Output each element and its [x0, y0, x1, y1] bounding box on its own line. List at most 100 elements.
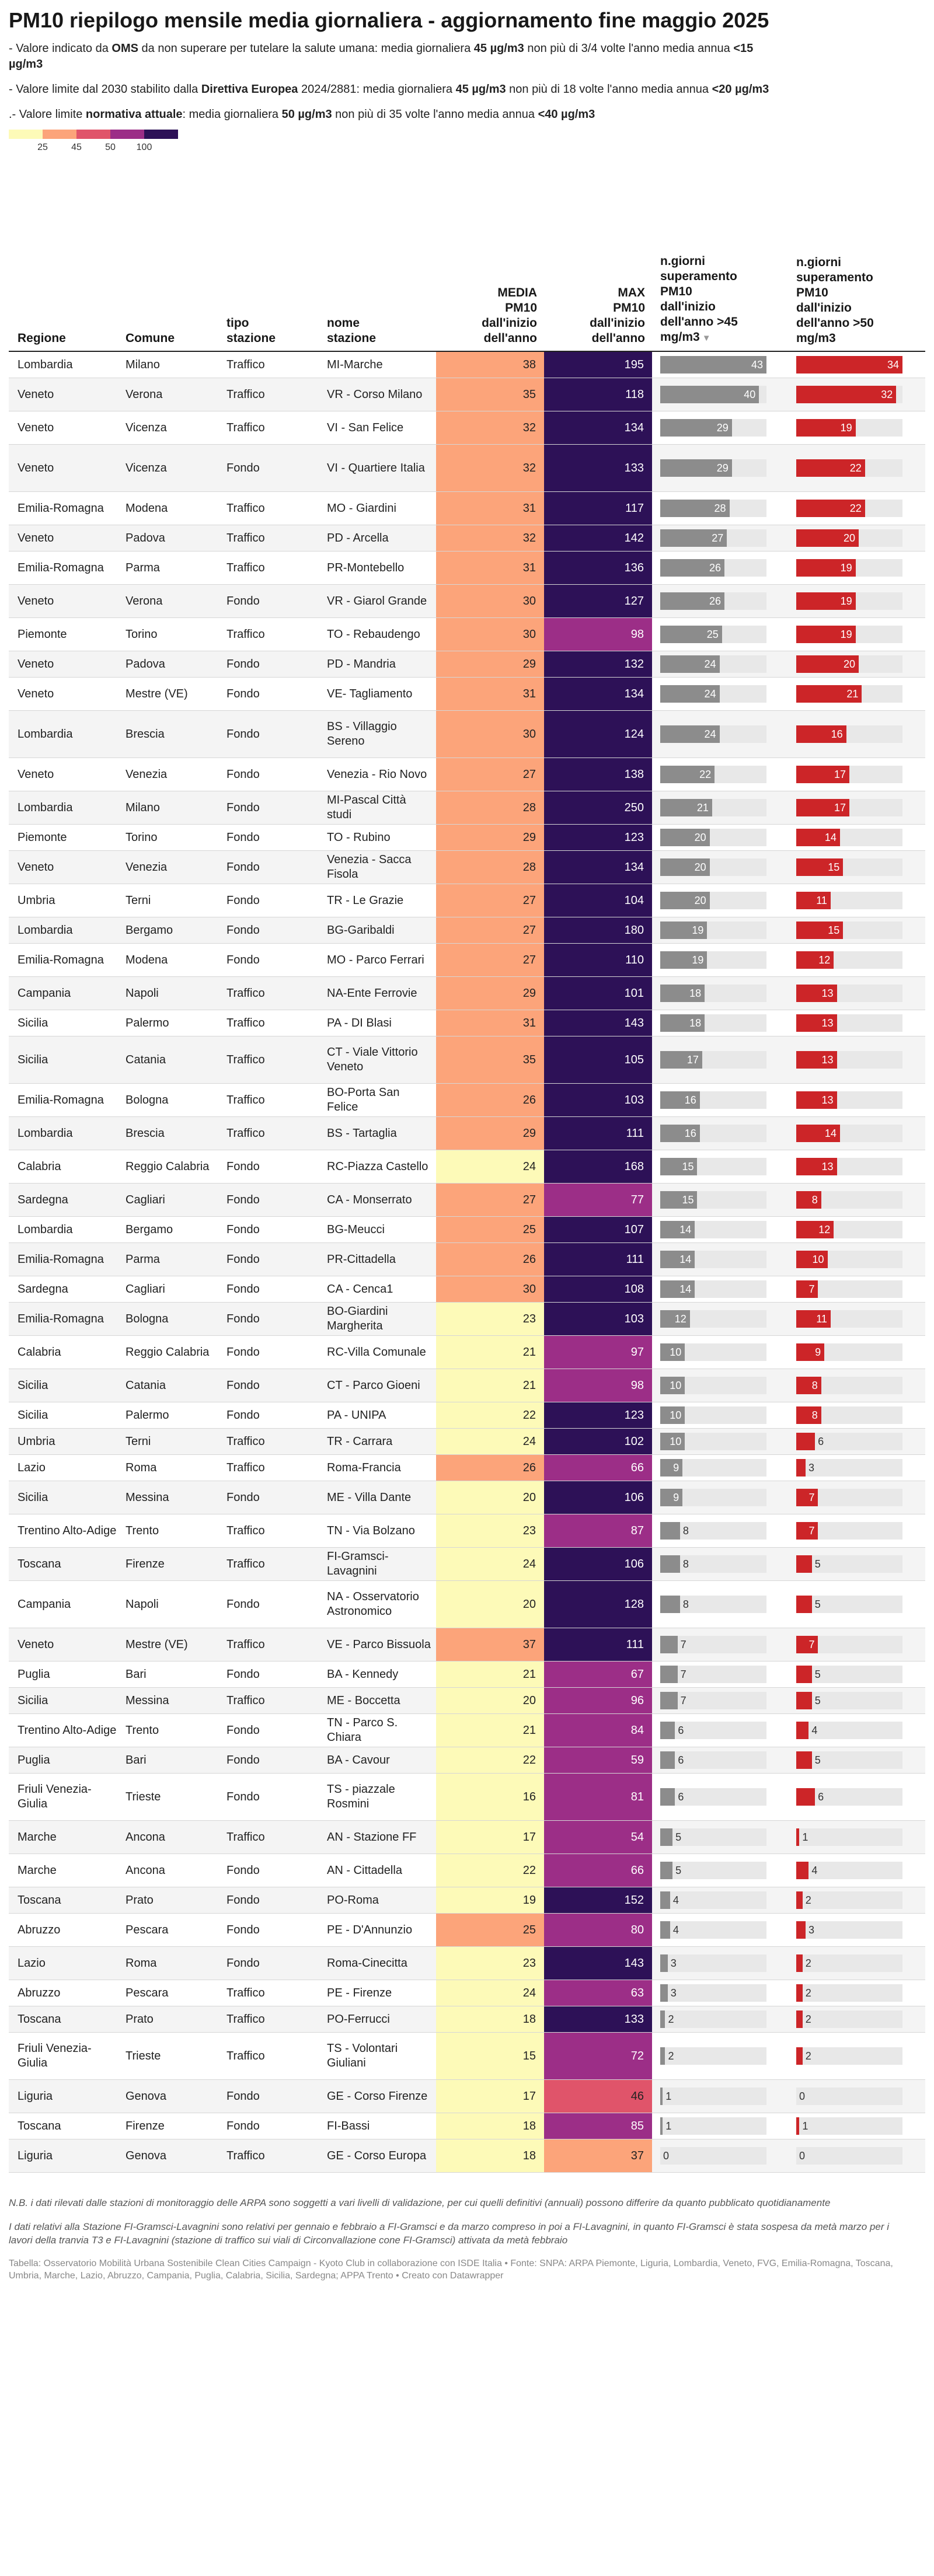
bar-label-sup50: 20	[844, 532, 856, 544]
table-row[interactable]: Lombardia Brescia Fondo BS - Villaggio Sere…	[9, 711, 925, 758]
table-row[interactable]: Calabria Reggio Calabria Fondo RC-Piazza Ca…	[9, 1150, 925, 1184]
header-tipo[interactable]: tipo stazione	[226, 316, 323, 346]
heat-value-media: 24	[522, 1557, 536, 1570]
table-row[interactable]: Sicilia Messina Fondo ME - Villa Dante 20 106…	[9, 1481, 925, 1514]
cell-nome-text: BO-Porta San Felice	[327, 1086, 400, 1114]
bar-sup50	[796, 2047, 803, 2065]
table-row[interactable]: Veneto Verona Traffico VR - Corso Milano 35 1…	[9, 378, 925, 411]
bar-sup50	[796, 2010, 803, 2028]
table-row[interactable]: Veneto Padova Traffico PD - Arcella 32 142 27 2…	[9, 525, 925, 551]
table-row[interactable]: Emilia-Romagna Bologna Traffico BO-Porta Sa…	[9, 1084, 925, 1117]
table-row[interactable]: Veneto Verona Fondo VR - Giarol Grande 30 127…	[9, 585, 925, 618]
sort-desc-icon[interactable]: ▼	[702, 333, 711, 343]
heat-cell-max: 168	[544, 1150, 652, 1183]
bar-label-sup45: 17	[686, 1054, 699, 1066]
bar-track-sup45	[660, 1788, 766, 1806]
table-row[interactable]: Lazio Roma Traffico Roma-Francia 26 66 9 3	[9, 1455, 925, 1481]
table-row[interactable]: Liguria Genova Traffico GE - Corso Europa 18…	[9, 2139, 925, 2173]
bar-label-sup45: 4	[672, 1924, 679, 1936]
cell-tipo-text: Fondo	[226, 1863, 260, 1877]
cell-regione-text: Veneto	[18, 421, 54, 434]
table-row[interactable]: Campania Napoli Fondo NA - Osservatorio Ast…	[9, 1581, 925, 1628]
table-row[interactable]: Lombardia Bergamo Fondo BG-Garibaldi 27 180 19…	[9, 917, 925, 944]
table-row[interactable]: Trentino Alto-Adige Trento Fondo TN - Parco…	[9, 1714, 925, 1747]
table-row[interactable]: Sicilia Palermo Fondo PA - UNIPA 22 123 10 8	[9, 1402, 925, 1429]
table-row[interactable]: Calabria Reggio Calabria Fondo RC-Villa Com…	[9, 1336, 925, 1369]
table-row[interactable]: Puglia Bari Fondo BA - Cavour 22 59 6 5	[9, 1747, 925, 1774]
table-row[interactable]: Veneto Padova Fondo PD - Mandria 29 132 24 20	[9, 651, 925, 678]
table-row[interactable]: Sicilia Palermo Traffico PA - DI Blasi 31 143…	[9, 1010, 925, 1036]
table-row[interactable]: Piemonte Torino Fondo TO - Rubino 29 123 20 14	[9, 825, 925, 851]
table-row[interactable]: Sicilia Catania Fondo CT - Parco Gioeni 21 98…	[9, 1369, 925, 1402]
header-comune[interactable]: Comune	[126, 331, 219, 346]
table-row[interactable]: Emilia-Romagna Parma Fondo PR-Cittadella 26 1…	[9, 1243, 925, 1276]
table-row[interactable]: Veneto Vicenza Traffico VI - San Felice 32 13…	[9, 411, 925, 445]
cell-comune: Reggio Calabria	[126, 1336, 219, 1369]
table-row[interactable]: Lombardia Milano Fondo MI-Pascal Città stud…	[9, 791, 925, 825]
table-row[interactable]: Emilia-Romagna Modena Fondo MO - Parco Ferr…	[9, 944, 925, 977]
table-row[interactable]: Emilia-Romagna Modena Traffico MO - Giardin…	[9, 492, 925, 525]
cell-tipo: Traffico	[226, 1980, 323, 2006]
bar-label-sup50: 8	[811, 1380, 818, 1391]
heat-value-media: 32	[522, 531, 536, 544]
table-row[interactable]: Toscana Firenze Fondo FI-Bassi 18 85 1 1	[9, 2113, 925, 2139]
table-row[interactable]: Veneto Venezia Fondo Venezia - Rio Novo 27 13…	[9, 758, 925, 791]
table-row[interactable]: Sicilia Catania Traffico CT - Viale Vittori…	[9, 1036, 925, 1084]
table-row[interactable]: Abruzzo Pescara Fondo PE - D'Annunzio 25 80 4 3	[9, 1914, 925, 1947]
table-row[interactable]: Friuli Venezia-Giulia Trieste Traffico TS -…	[9, 2033, 925, 2080]
table-row[interactable]: Puglia Bari Fondo BA - Kennedy 21 67 7 5	[9, 1662, 925, 1688]
table-row[interactable]: Lombardia Bergamo Fondo BG-Meucci 25 107 14 12	[9, 1217, 925, 1243]
cell-tipo-text: Fondo	[226, 1667, 260, 1681]
cell-regione-text: Piemonte	[18, 830, 67, 844]
table-row[interactable]: Veneto Vicenza Fondo VI - Quartiere Italia 3…	[9, 445, 925, 492]
table-row[interactable]: Abruzzo Pescara Traffico PE - Firenze 24 63 3 2	[9, 1980, 925, 2006]
bar-sup45	[660, 985, 705, 1002]
cell-nome: ME - Villa Dante	[327, 1481, 432, 1514]
table-row[interactable]: Veneto Mestre (VE) Traffico VE - Parco Biss…	[9, 1628, 925, 1662]
intro-text-run: - Valore indicato da	[9, 42, 112, 55]
table-row[interactable]: Toscana Prato Traffico PO-Ferrucci 18 133 2 2	[9, 2006, 925, 2033]
heat-cell-max: 46	[544, 2080, 652, 2113]
cell-comune-text: Parma	[126, 1252, 160, 1266]
table-row[interactable]: Umbria Terni Fondo TR - Le Grazie 27 104 20 11	[9, 884, 925, 917]
cell-nome: BG-Garibaldi	[327, 917, 432, 943]
table-row[interactable]: Emilia-Romagna Parma Traffico PR-Montebello…	[9, 551, 925, 585]
heat-cell-max: 107	[544, 1217, 652, 1242]
header-media[interactable]: MEDIA PM10 dall'inizio dell'anno	[436, 285, 537, 346]
cell-comune-text: Bergamo	[126, 923, 173, 937]
header-regione[interactable]: Regione	[18, 331, 117, 346]
table-row[interactable]: Sicilia Messina Traffico ME - Boccetta 20 96 7…	[9, 1688, 925, 1714]
table-row[interactable]: Sardegna Cagliari Fondo CA - Monserrato 27 77…	[9, 1184, 925, 1217]
table-row[interactable]: Marche Ancona Fondo AN - Cittadella 22 66 5 4	[9, 1854, 925, 1887]
cell-comune: Messina	[126, 1688, 219, 1713]
header-sup50[interactable]: n.giorni superamento PM10 dall'inizio de…	[796, 255, 917, 346]
table-row[interactable]: Lombardia Milano Traffico MI-Marche 38 195 43 3…	[9, 352, 925, 378]
table-row[interactable]: Campania Napoli Traffico NA-Ente Ferrovie 29…	[9, 977, 925, 1010]
table-row[interactable]: Umbria Terni Traffico TR - Carrara 24 102 10 6	[9, 1429, 925, 1455]
table-row[interactable]: Liguria Genova Fondo GE - Corso Firenze 17 46…	[9, 2080, 925, 2113]
table-row[interactable]: Lombardia Brescia Traffico BS - Tartaglia 29…	[9, 1117, 925, 1150]
bar-sup50	[796, 799, 849, 816]
header-max[interactable]: MAX PM10 dall'inizio dell'anno	[544, 285, 645, 346]
table-row[interactable]: Marche Ancona Traffico AN - Stazione FF 17 54…	[9, 1821, 925, 1854]
cell-nome: Venezia - Rio Novo	[327, 758, 432, 791]
header-nome[interactable]: nome stazione	[327, 316, 432, 346]
table-row[interactable]: Sardegna Cagliari Fondo CA - Cenca1 30 108 14 7	[9, 1276, 925, 1303]
table-row[interactable]: Veneto Mestre (VE) Fondo VE- Tagliamento 31 1…	[9, 678, 925, 711]
cell-tipo-text: Traffico	[226, 501, 265, 515]
bar-sup45	[660, 1158, 698, 1175]
table-row[interactable]: Toscana Firenze Traffico FI-Gramsci-Lavagni…	[9, 1548, 925, 1581]
header-sup45[interactable]: n.giorni superamento PM10 dall'inizio de…	[660, 254, 781, 346]
heat-value-media: 21	[522, 1378, 536, 1392]
table-row[interactable]: Trentino Alto-Adige Trento Traffico TN - Vi…	[9, 1514, 925, 1548]
cell-nome: PE - D'Annunzio	[327, 1914, 432, 1946]
table-row[interactable]: Lazio Roma Fondo Roma-Cinecitta 23 143 3 2	[9, 1947, 925, 1980]
cell-tipo: Fondo	[226, 851, 323, 884]
table-row[interactable]: Friuli Venezia-Giulia Trieste Fondo TS - pi…	[9, 1774, 925, 1821]
heat-cell-max: 103	[544, 1084, 652, 1116]
table-row[interactable]: Piemonte Torino Traffico TO - Rebaudengo 30 9…	[9, 618, 925, 651]
table-row[interactable]: Veneto Venezia Fondo Venezia - Sacca Fisola…	[9, 851, 925, 884]
table-row[interactable]: Emilia-Romagna Bologna Fondo BO-Giardini Ma…	[9, 1303, 925, 1336]
cell-nome: ME - Boccetta	[327, 1688, 432, 1713]
table-row[interactable]: Toscana Prato Fondo PO-Roma 19 152 4 2	[9, 1887, 925, 1914]
